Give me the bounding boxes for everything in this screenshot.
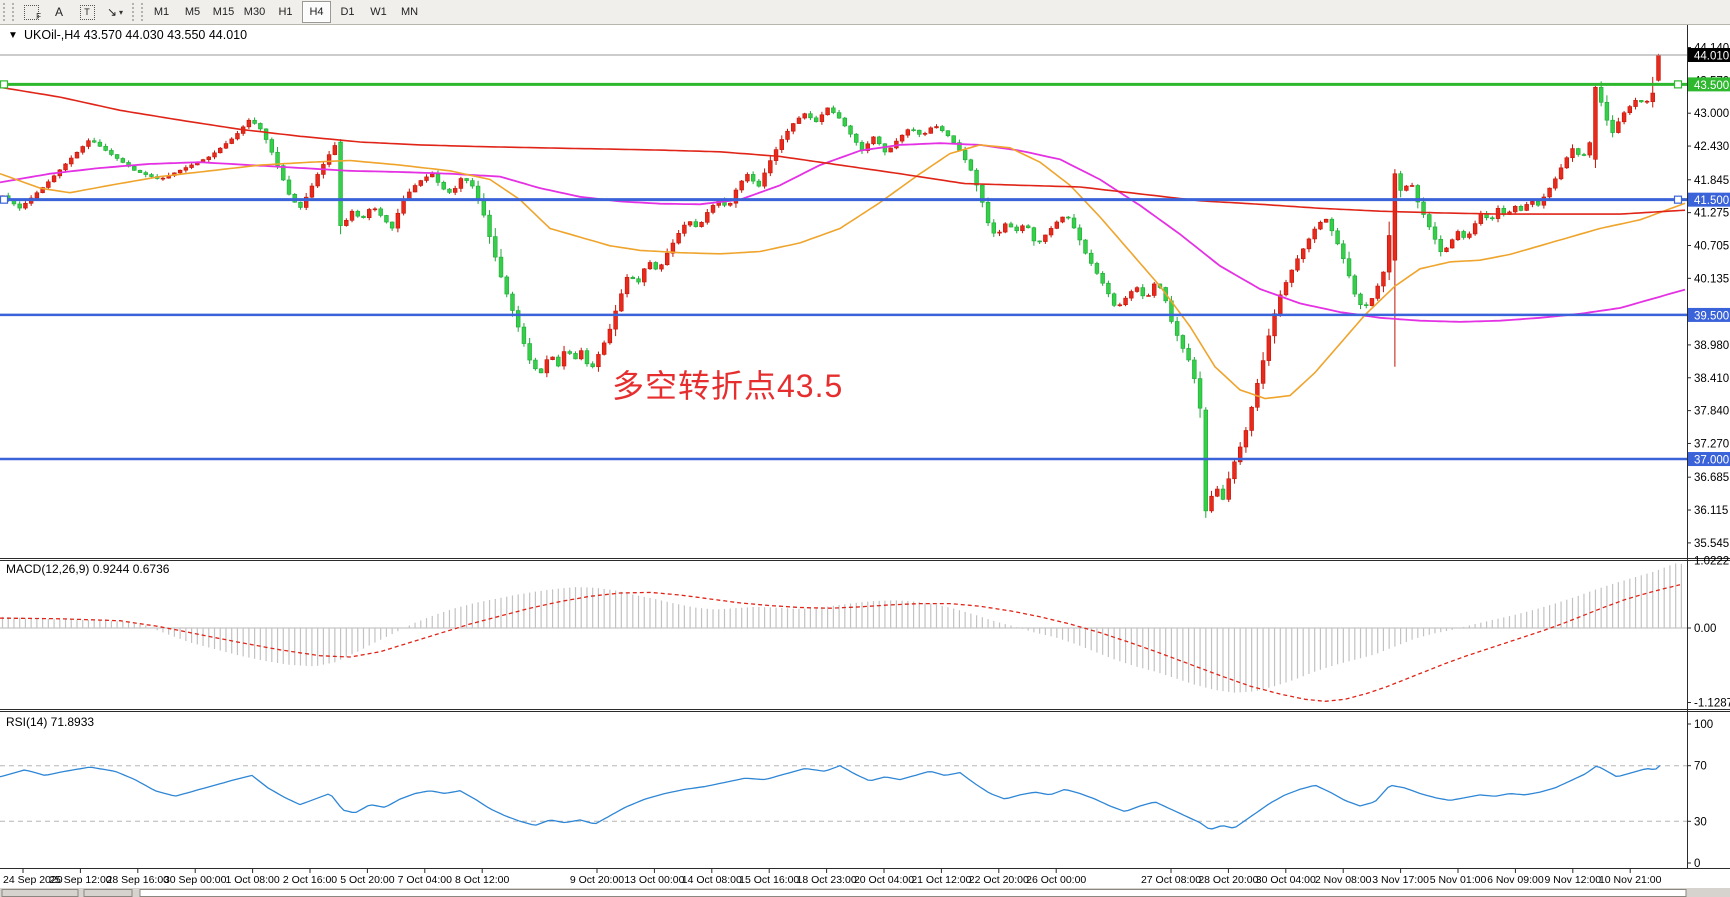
time-tick-label: 25 Sep 12:00 bbox=[49, 874, 112, 886]
price-box-43.500 bbox=[1688, 77, 1730, 92]
time-tick-label: 15 Oct 16:00 bbox=[739, 874, 799, 886]
time-tick-label: 1 Oct 08:00 bbox=[225, 874, 279, 886]
time-tick-label: 5 Nov 01:00 bbox=[1430, 874, 1487, 886]
price-tick-label: 40.705 bbox=[1694, 240, 1729, 252]
line-handle bbox=[0, 195, 9, 204]
timeframe-button-w1[interactable]: W1 bbox=[370, 6, 387, 18]
price-box-label: 44.010 bbox=[1694, 50, 1729, 62]
toolbar: F A T ↘ ▾ M1 M5 M15 M30 H1 H4 D1 W1 MN bbox=[0, 0, 1730, 25]
price-tick-label: 36.685 bbox=[1694, 472, 1729, 484]
time-tick-label: 3 Nov 17:00 bbox=[1372, 874, 1429, 886]
time-tick-label: 30 Sep 00:00 bbox=[164, 874, 227, 886]
price-tick-label: 37.840 bbox=[1694, 406, 1729, 418]
price-tick-label: 41.845 bbox=[1694, 175, 1729, 187]
line-handle bbox=[0, 80, 9, 89]
time-tick-label: 26 Oct 00:00 bbox=[1026, 874, 1086, 886]
timeframe-button-h4[interactable]: H4 bbox=[302, 1, 331, 23]
macd-axis-label: -1.1287 bbox=[1694, 697, 1730, 709]
time-tick-label: 9 Oct 20:00 bbox=[570, 874, 624, 886]
toolbar-grip[interactable] bbox=[132, 3, 143, 21]
line-studies-toolbar: F A T ↘ ▾ bbox=[17, 1, 129, 23]
text-label-icon[interactable]: T bbox=[74, 1, 100, 23]
chart-title-ohlc: UKOil-,H4 43.570 44.030 43.550 44.010 bbox=[24, 28, 247, 42]
price-tick-label: 38.980 bbox=[1694, 340, 1729, 352]
price-box-label: 41.500 bbox=[1694, 195, 1729, 207]
time-tick-label: 21 Oct 12:00 bbox=[911, 874, 971, 886]
time-tick-label: 30 Oct 04:00 bbox=[1256, 874, 1316, 886]
price-tick-label: 37.270 bbox=[1694, 438, 1729, 450]
rsi-axis-label: 0 bbox=[1694, 858, 1700, 870]
timeframe-button-h1[interactable]: H1 bbox=[278, 6, 293, 18]
time-tick-label: 14 Oct 08:00 bbox=[682, 874, 742, 886]
time-tick-label: 20 Oct 04:00 bbox=[854, 874, 914, 886]
price-tick-label: 41.275 bbox=[1694, 208, 1729, 220]
time-tick-label: 9 Nov 12:00 bbox=[1544, 874, 1601, 886]
bottom-tab-bar bbox=[0, 888, 1730, 897]
timeframes-toolbar: M1 M5 M15 M30 H1 H4 D1 W1 MN bbox=[146, 1, 425, 23]
rsi-axis-label: 30 bbox=[1694, 816, 1707, 828]
time-tick-label: 10 Nov 21:00 bbox=[1599, 874, 1662, 886]
timeframe-button-mn[interactable]: MN bbox=[400, 6, 419, 18]
price-box-label: 43.500 bbox=[1694, 80, 1729, 92]
price-box-44.010 bbox=[1688, 47, 1730, 62]
price-box-label: 37.000 bbox=[1694, 455, 1729, 467]
time-tick-label: 28 Oct 20:00 bbox=[1198, 874, 1258, 886]
horizontal-lines[interactable] bbox=[0, 54, 1687, 461]
timeframe-button-m1[interactable]: M1 bbox=[153, 6, 170, 18]
arrow-styles-icon[interactable]: ↘ ▾ bbox=[106, 5, 124, 19]
price-tick-label: 35.545 bbox=[1694, 538, 1729, 550]
price-tick-label: 43.000 bbox=[1694, 108, 1729, 120]
price-tick-label: 38.410 bbox=[1694, 373, 1729, 385]
rsi-indicator-label: RSI(14) 71.8933 bbox=[6, 715, 94, 729]
symbol-dropdown-icon[interactable]: ▼ bbox=[8, 30, 18, 41]
time-tick-label: 2 Nov 08:00 bbox=[1315, 874, 1372, 886]
time-tick-label: 24 Sep 2020 bbox=[3, 874, 63, 886]
timeframe-button-d1[interactable]: D1 bbox=[340, 6, 355, 18]
chart-tab[interactable] bbox=[83, 889, 133, 897]
timeframe-button-m15[interactable]: M15 bbox=[212, 6, 235, 18]
time-tick-label: 22 Oct 20:00 bbox=[969, 874, 1029, 886]
text-a-icon[interactable]: A bbox=[54, 5, 63, 19]
price-box-41.500 bbox=[1688, 192, 1730, 207]
effects-icon[interactable]: F bbox=[18, 1, 44, 23]
price-tick-label: 42.430 bbox=[1694, 141, 1729, 153]
toolbar-grip[interactable] bbox=[3, 3, 14, 21]
time-tick-label: 28 Sep 16:00 bbox=[107, 874, 170, 886]
time-tick-label: 18 Oct 23:00 bbox=[797, 874, 857, 886]
timeframe-button-m5[interactable]: M5 bbox=[184, 6, 201, 18]
price-box-39.500 bbox=[1688, 307, 1730, 322]
line-handle bbox=[1673, 80, 1683, 89]
price-tick-label: 40.135 bbox=[1694, 273, 1729, 285]
main-price-panel[interactable] bbox=[0, 53, 1686, 518]
price-box-37.000 bbox=[1688, 452, 1730, 467]
time-tick-label: 13 Oct 00:00 bbox=[624, 874, 684, 886]
time-tick-label: 5 Oct 20:00 bbox=[340, 874, 394, 886]
price-box-label: 39.500 bbox=[1694, 310, 1729, 322]
tab-strip[interactable] bbox=[139, 889, 1687, 897]
time-tick-label: 2 Oct 16:00 bbox=[283, 874, 337, 886]
chinese-annotation-text[interactable]: 多空转折点43.5 bbox=[612, 368, 843, 404]
macd-axis-label: 1.0222 bbox=[1694, 556, 1729, 568]
line-handle bbox=[1673, 195, 1683, 204]
time-tick-label: 6 Nov 09:00 bbox=[1487, 874, 1544, 886]
chart-tab[interactable] bbox=[1, 889, 79, 897]
time-tick-label: 7 Oct 04:00 bbox=[398, 874, 452, 886]
rsi-panel[interactable] bbox=[0, 764, 1687, 830]
time-tick-label: 8 Oct 12:00 bbox=[455, 874, 509, 886]
timeframe-button-m30[interactable]: M30 bbox=[243, 6, 266, 18]
price-axis[interactable]: 44.14043.57043.00042.43041.84541.27540.7… bbox=[1687, 43, 1730, 871]
time-tick-label: 27 Oct 08:00 bbox=[1141, 874, 1201, 886]
price-tick-label: 36.115 bbox=[1694, 505, 1728, 517]
rsi-axis-label: 70 bbox=[1694, 761, 1707, 773]
macd-indicator-label: MACD(12,26,9) 0.9244 0.6736 bbox=[6, 562, 170, 576]
rsi-axis-label: 100 bbox=[1694, 719, 1713, 731]
macd-panel[interactable] bbox=[0, 563, 1687, 702]
macd-axis-label: 0.00 bbox=[1694, 623, 1716, 635]
